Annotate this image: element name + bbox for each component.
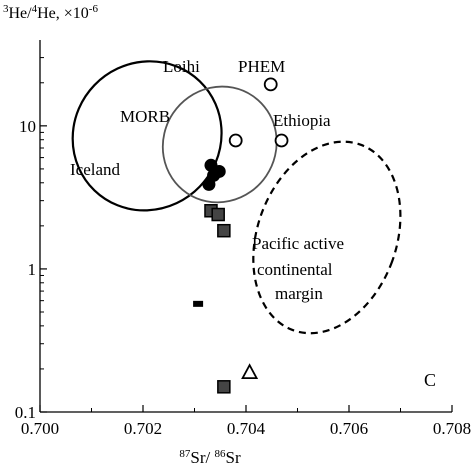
pacific-label-line1: Pacific active (252, 234, 344, 253)
data-point-filled-circle (202, 177, 216, 191)
field-ellipse-1 (161, 85, 278, 204)
axes (39, 40, 452, 413)
y-axis-label: 3He/4He, ×10-6 (3, 3, 98, 22)
iceland-label: Iceland (70, 160, 121, 179)
data-point-filled-square (217, 223, 231, 238)
field-ellipses (71, 60, 402, 335)
x-tick-label: 0.700 (21, 419, 59, 438)
morb-label: MORB (120, 107, 170, 126)
data-point-filled-square (217, 380, 231, 394)
y-axis-label-part: -6 (89, 3, 99, 15)
annotations: Loihi PHEM MORB Ethiopia Iceland Pacific acti… (70, 57, 436, 390)
data-point-open-circle (263, 77, 278, 92)
x-axis-label-part: 87 (179, 448, 191, 460)
data-point-open-triangle (241, 363, 259, 380)
y-axis-label-part: 4 (32, 3, 38, 15)
x-axis-label: 87Sr/ 86Sr (179, 448, 241, 467)
data-point-filled-square (211, 207, 225, 222)
loihi-label: Loihi (163, 57, 200, 76)
y-tick-label: 0.1 (15, 403, 36, 422)
ethiopia-label: Ethiopia (273, 111, 331, 130)
data-point-open-circle (228, 133, 243, 148)
phem-label: PHEM (238, 57, 285, 76)
panel-label-c: C (424, 370, 436, 390)
data-points (193, 77, 289, 394)
x-tick-label: 0.702 (124, 419, 162, 438)
x-axis-label-part: Sr (225, 448, 240, 467)
pacific-label-line3: margin (275, 284, 323, 303)
x-axis-label-part: Sr/ (190, 448, 214, 467)
data-point-small-square (193, 300, 204, 307)
x-tick-label: 0.706 (330, 419, 368, 438)
y-axis-label-part: 3 (3, 3, 9, 15)
y-tick-label: 1 (28, 260, 37, 279)
y-axis-label-part: He/ (9, 5, 33, 22)
x-tick-label: 0.708 (433, 419, 471, 438)
x-axis-label-part: 86 (214, 448, 226, 460)
data-point-open-circle (274, 133, 289, 148)
x-tick-label: 0.704 (227, 419, 266, 438)
pacific-label-line2: continental (257, 260, 333, 279)
ticks: 0.700 0.702 0.704 0.706 0.708 0.1 1 10 3He/4He, … (3, 3, 471, 467)
y-axis-label-part: He, ×10 (37, 5, 89, 22)
y-tick-label: 10 (19, 117, 36, 136)
field-ellipse-2 (252, 140, 402, 335)
field-ellipse-0 (71, 60, 223, 212)
